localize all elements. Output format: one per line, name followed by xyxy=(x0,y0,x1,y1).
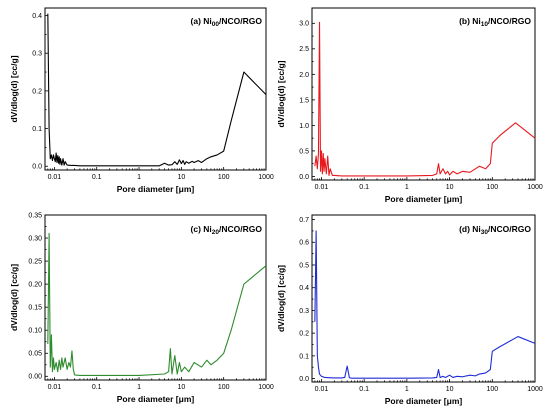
chart-panel-3: 0.01 0.1 1 10 100 1000 0.0 0.1 0.2 0.3 0.4 0.5 0.6 0.… xyxy=(276,214,543,406)
y-tick-label: 0.7 xyxy=(299,217,309,224)
x-tick-label: 1 xyxy=(137,174,141,181)
series-line-0 xyxy=(47,232,267,376)
x-tick-label: 100 xyxy=(218,174,230,181)
x-tick-label: 1000 xyxy=(258,384,274,391)
chart-panel-1: 0.01 0.1 1 10 100 1000 0.0 0.5 1.0 1.5 2.0 2.5 3.0 Po… xyxy=(276,7,543,204)
x-tick-label: 100 xyxy=(218,384,230,391)
y-tick-label: 0.15 xyxy=(28,305,42,312)
chart-panel-2: 0.01 0.1 1 10 100 1000 0.00 0.05 0.10 0.15 0.20 0.2… xyxy=(9,212,274,404)
y-tick-label: 3.0 xyxy=(299,21,309,28)
y-tick-label: 0.1 xyxy=(32,126,42,133)
y-tick-label: 0.5 xyxy=(299,262,309,269)
x-tick-label: 0.1 xyxy=(359,386,369,393)
x-tick-label: 0.1 xyxy=(92,174,102,181)
x-axis-title: Pore diameter [μm] xyxy=(117,394,195,404)
y-axis-title: dV/dlog(d) [cc/g] xyxy=(9,264,19,331)
y-tick-label: 0.3 xyxy=(299,308,309,315)
panel-title: (c) Ni20/NCO/RGO xyxy=(191,224,263,236)
plot-frame xyxy=(44,214,267,381)
y-tick-label: 0.10 xyxy=(28,328,42,335)
x-tick-label: 1 xyxy=(405,386,409,393)
y-tick-label: 0.6 xyxy=(299,240,309,247)
x-tick-label: 100 xyxy=(486,184,498,191)
y-tick-label: 0.00 xyxy=(28,374,42,381)
y-tick-label: 0.1 xyxy=(299,353,309,360)
y-tick-label: 1.5 xyxy=(299,97,309,104)
x-tick-label: 1000 xyxy=(258,174,274,181)
series-line-0 xyxy=(47,13,267,167)
y-tick-label: 0.4 xyxy=(32,13,42,20)
y-tick-label: 0.0 xyxy=(299,174,309,181)
y-tick-label: 0.20 xyxy=(28,282,42,289)
x-tick-label: 0.1 xyxy=(92,384,102,391)
panel-title: (b) Ni10/NCO/RGO xyxy=(459,16,531,28)
y-axis-title: dV/dlog(d) [cc/g] xyxy=(276,265,286,332)
y-tick-label: 0.0 xyxy=(32,164,42,171)
x-tick-label: 10 xyxy=(446,386,454,393)
panel-title: (a) Ni00/NCO/RGO xyxy=(191,16,263,28)
x-tick-label: 0.01 xyxy=(315,184,329,191)
x-tick-label: 1000 xyxy=(527,184,543,191)
x-tick-label: 10 xyxy=(177,384,185,391)
x-tick-label: 1000 xyxy=(527,386,543,393)
y-tick-label: 2.0 xyxy=(299,72,309,79)
plot-frame xyxy=(311,214,536,383)
series-line-0 xyxy=(314,21,536,177)
y-tick-label: 2.5 xyxy=(299,46,309,53)
plot-frame xyxy=(44,7,267,171)
y-tick-label: 0.4 xyxy=(299,285,309,292)
y-tick-label: 0.30 xyxy=(28,235,42,242)
x-tick-label: 1 xyxy=(405,184,409,191)
y-tick-label: 0.05 xyxy=(28,351,42,358)
y-tick-label: 0.2 xyxy=(32,88,42,95)
x-tick-label: 0.01 xyxy=(48,174,62,181)
x-tick-label: 0.1 xyxy=(359,184,369,191)
x-tick-label: 10 xyxy=(446,184,454,191)
x-tick-label: 1 xyxy=(137,384,141,391)
y-tick-label: 0.5 xyxy=(299,148,309,155)
x-axis-title: Pore diameter [μm] xyxy=(117,184,195,194)
chart-panel-0: 0.01 0.1 1 10 100 1000 0.0 0.1 0.2 0.3 0.4 Pore dia… xyxy=(9,7,274,194)
plot-frame xyxy=(311,7,536,181)
y-axis-title: dV/dlog(d) [cc/g] xyxy=(9,55,19,122)
x-axis-title: Pore diameter [μm] xyxy=(385,194,463,204)
y-tick-label: 1.0 xyxy=(299,123,309,130)
x-tick-label: 100 xyxy=(486,386,498,393)
panel-title: (d) Ni30/NCO/RGO xyxy=(459,224,531,236)
y-tick-label: 0.25 xyxy=(28,258,42,265)
x-axis-title: Pore diameter [μm] xyxy=(385,396,463,406)
series-line-0 xyxy=(314,230,536,379)
y-tick-label: 0.0 xyxy=(299,376,309,383)
y-tick-label: 0.2 xyxy=(299,331,309,338)
x-tick-label: 0.01 xyxy=(48,384,62,391)
x-tick-label: 0.01 xyxy=(315,386,329,393)
y-tick-label: 0.35 xyxy=(28,212,42,219)
y-tick-label: 0.3 xyxy=(32,51,42,58)
y-axis-title: dV/dlog(d) [cc/g] xyxy=(276,60,286,127)
x-tick-label: 10 xyxy=(177,174,185,181)
